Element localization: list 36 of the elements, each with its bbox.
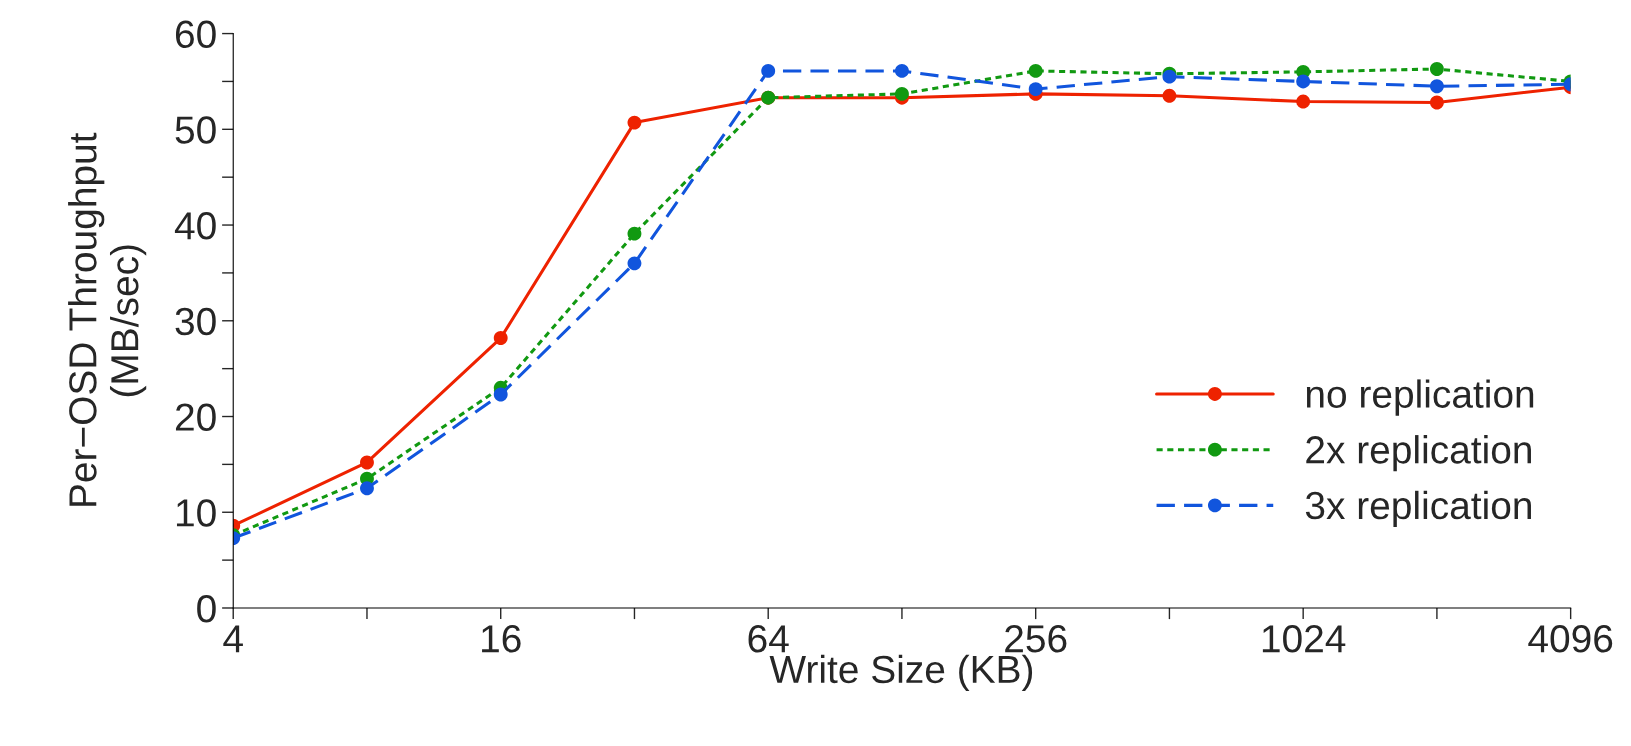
y-tick-label: 30 — [175, 307, 216, 336]
y-tick-label: 60 — [175, 20, 216, 49]
point — [1296, 94, 1311, 109]
y-tick-label: 20 — [175, 403, 216, 431]
point — [895, 63, 909, 78]
point — [1429, 95, 1444, 110]
point — [895, 86, 909, 101]
y-tick-label: 40 — [174, 211, 216, 240]
x-tick-label: 256 — [1005, 624, 1067, 653]
x-tick-label: 64 — [748, 624, 789, 653]
x-tick-label: 1024 — [1262, 624, 1346, 653]
point — [627, 226, 642, 241]
point — [1429, 62, 1444, 76]
y-tick-label: 10 — [176, 499, 216, 527]
y-tick-label: 0 — [197, 594, 216, 623]
legend-label: 3x replication — [1305, 490, 1531, 528]
point — [1296, 74, 1311, 89]
legend-label: 2x replication — [1306, 435, 1531, 472]
point — [360, 481, 374, 496]
x-tick-label: 4 — [223, 625, 243, 653]
point — [493, 387, 508, 402]
point — [360, 455, 374, 470]
point — [1028, 82, 1043, 97]
x-tick-label: 16 — [482, 624, 521, 653]
point — [1162, 88, 1177, 103]
y-axis-title: Per−OSD Throughput (MB/sec) — [68, 132, 147, 506]
point — [627, 256, 642, 271]
point — [493, 331, 508, 345]
point — [761, 63, 776, 78]
point — [1028, 63, 1043, 78]
y-tick-label: 50 — [175, 116, 216, 144]
x-tick-label: 4096 — [1528, 624, 1613, 653]
point — [627, 115, 642, 130]
x-axis-title: Write Size (KB) — [769, 654, 1033, 691]
legend-label: no replication — [1306, 379, 1534, 416]
point — [1429, 79, 1444, 94]
